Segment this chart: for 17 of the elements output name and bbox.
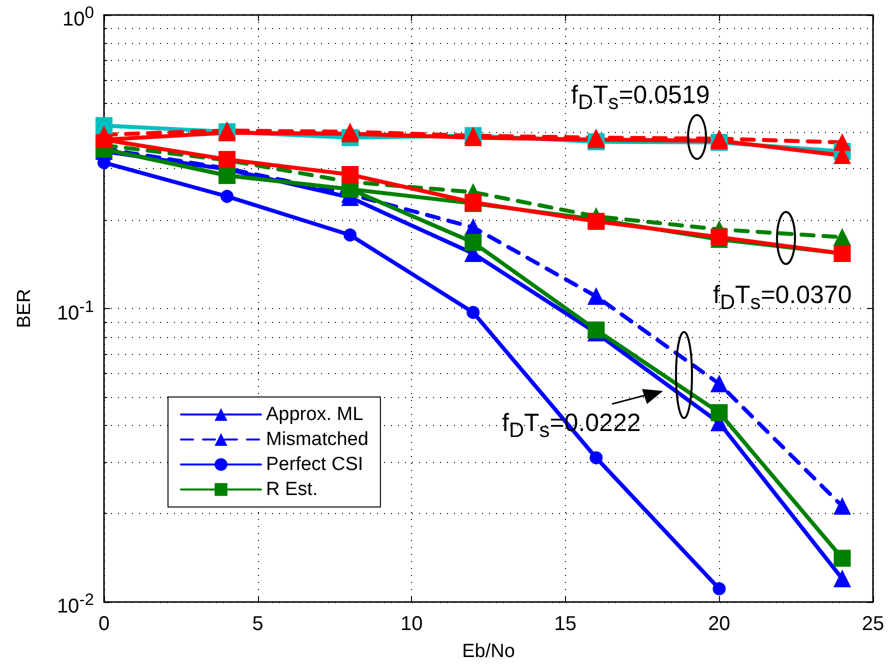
y-axis-title: BER (14, 288, 35, 328)
annotation: f$_{D}$T$_{s}$=0.0370 (713, 280, 852, 316)
legend-label: Approx. ML (266, 404, 364, 425)
y-tick-label: 10$^{-1}$ (56, 296, 94, 326)
legend-label: Mismatched (266, 429, 368, 450)
x-tick-label: 25 (860, 612, 886, 636)
x-tick-label: 15 (553, 612, 578, 636)
legend-label: Perfect CSI (266, 454, 364, 475)
y-tick-label: 10$^{-2}$ (56, 589, 94, 619)
x-tick-label: 20 (707, 612, 732, 636)
y-tick-label: 10$^{0}$ (62, 2, 94, 32)
legend-label: R Est. (266, 479, 318, 500)
annotation: f$_{D}$T$_{s}$=0.0519 (571, 80, 710, 116)
x-axis-title: Eb/No (462, 641, 515, 662)
x-tick-label: 0 (98, 613, 110, 635)
x-tick-label: 10 (399, 612, 424, 636)
x-tick-label: 5 (251, 612, 264, 636)
